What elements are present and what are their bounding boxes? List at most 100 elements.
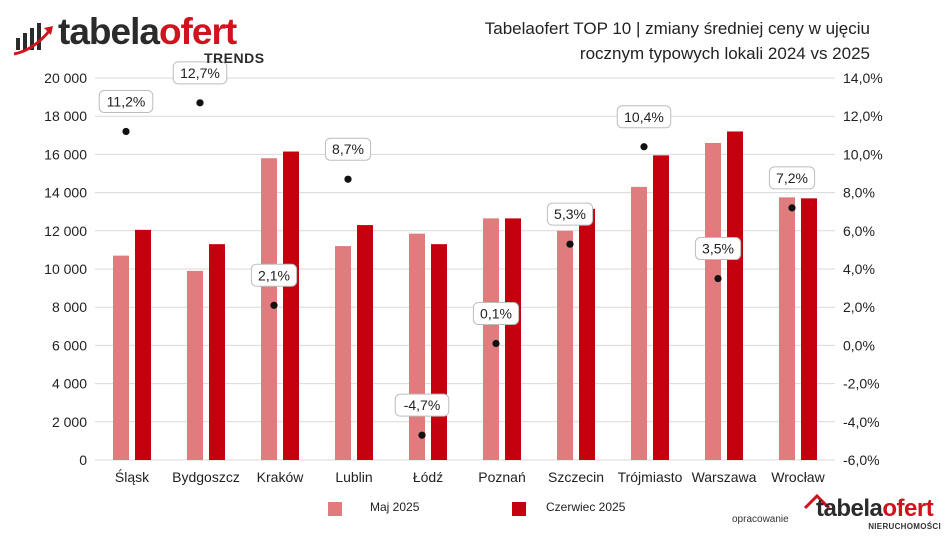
- change-label-box: [98, 89, 154, 113]
- bar-maj-2025: [779, 197, 795, 460]
- y-tick-left: 16 000: [44, 146, 87, 162]
- bar-maj-2025: [705, 142, 721, 460]
- bar-czerwiec-2025: [727, 131, 743, 461]
- x-tick-label: Bydgoszcz: [172, 469, 240, 485]
- y-tick-right: 4,0%: [843, 261, 875, 277]
- bar-maj-2025: [631, 186, 647, 460]
- x-tick-label: Kraków: [257, 469, 305, 485]
- bar-maj-2025: [187, 270, 203, 460]
- change-label-box: [172, 61, 228, 85]
- y-tick-left: 0: [79, 452, 87, 468]
- x-tick-label: Lublin: [335, 469, 372, 485]
- brand-wordmark-part1: tabela: [58, 11, 160, 52]
- change-label: -4,7%: [404, 397, 441, 413]
- change-label: 12,7%: [180, 65, 220, 81]
- change-label-box: [472, 301, 520, 325]
- y-tick-left: 8 000: [52, 299, 87, 315]
- x-tick-label: Trójmiasto: [618, 469, 683, 485]
- y-tick-right: 12,0%: [843, 108, 883, 124]
- y-tick-left: 14 000: [44, 185, 87, 201]
- bar-czerwiec-2025: [579, 208, 595, 460]
- brand-wordmark-part2: ofert: [158, 11, 237, 52]
- x-tick-label: Wrocław: [771, 469, 825, 485]
- bar-czerwiec-2025: [209, 244, 225, 460]
- brand-logo: tabelaofert TRENDS: [14, 10, 274, 70]
- y-tick-left: 10 000: [44, 261, 87, 277]
- credit-wordmark-part1: tabela: [816, 495, 883, 522]
- credit-logo-sub: NIERUCHOMOŚCI: [868, 522, 941, 531]
- y-tick-right: 2,0%: [843, 299, 875, 315]
- change-point: [418, 431, 426, 439]
- chart-title: Tabelaofert TOP 10 | zmiany średniej cen…: [410, 16, 870, 66]
- change-label: 3,5%: [702, 241, 734, 257]
- credit-label: opracowanie: [732, 514, 789, 525]
- y-tick-left: 2 000: [52, 414, 87, 430]
- change-label: 8,7%: [332, 141, 364, 157]
- house-roof-icon: [803, 493, 831, 510]
- bar-maj-2025: [335, 246, 351, 460]
- change-label-box: [768, 166, 816, 190]
- y-tick-right: -2,0%: [843, 376, 880, 392]
- x-tick-label: Szczecin: [548, 469, 604, 485]
- bar-maj-2025: [409, 233, 425, 460]
- bar-czerwiec-2025: [431, 244, 447, 460]
- bar-czerwiec-2025: [653, 155, 669, 461]
- change-label-box: [324, 137, 372, 161]
- change-label-box: [394, 393, 450, 417]
- y-tick-left: 18 000: [44, 108, 87, 124]
- legend-label-maj: Maj 2025: [370, 500, 420, 514]
- x-tick-label: Warszawa: [692, 469, 757, 485]
- bar-maj-2025: [483, 218, 499, 460]
- y-tick-right: -4,0%: [843, 414, 880, 430]
- x-tick-label: Śląsk: [115, 468, 150, 485]
- change-point: [714, 274, 722, 283]
- change-point: [566, 240, 574, 248]
- bar-maj-2025: [557, 230, 573, 460]
- bar-czerwiec-2025: [505, 218, 521, 460]
- change-label: 7,2%: [776, 170, 808, 186]
- bar-czerwiec-2025: [357, 225, 373, 460]
- chart-title-line2: rocznym typowych lokali 2024 vs 2025: [579, 44, 870, 63]
- y-tick-right: 6,0%: [843, 223, 875, 239]
- change-point: [122, 127, 130, 136]
- y-tick-right: 8,0%: [843, 185, 875, 201]
- brand-subtitle: TRENDS: [204, 50, 265, 66]
- change-label-box: [250, 263, 298, 287]
- bar-chart-arrow-icon: [14, 23, 53, 56]
- bar-czerwiec-2025: [283, 151, 299, 460]
- x-tick-label: Łódź: [413, 469, 443, 485]
- change-point: [492, 339, 500, 348]
- brand-wordmark: tabelaofert: [58, 11, 237, 52]
- y-tick-right: 10,0%: [843, 146, 883, 162]
- y-tick-left: 6 000: [52, 337, 87, 353]
- y-tick-right: -6,0%: [843, 452, 880, 468]
- y-tick-right: 0,0%: [843, 337, 875, 353]
- change-point: [270, 301, 278, 309]
- credit-wordmark-part2: ofert: [882, 495, 934, 522]
- change-point: [788, 204, 796, 212]
- y-tick-left: 12 000: [44, 223, 87, 239]
- legend-label-czerwiec: Czerwiec 2025: [546, 500, 626, 514]
- change-label-box: [694, 237, 742, 261]
- change-label: 11,2%: [107, 93, 146, 109]
- change-point: [344, 175, 352, 183]
- change-label-box: [546, 202, 594, 226]
- credit-logo: tabelaofert NIERUCHOMOŚCI: [800, 493, 945, 538]
- y-tick-left: 4 000: [52, 376, 87, 392]
- bar-czerwiec-2025: [135, 229, 151, 460]
- change-point: [196, 99, 204, 107]
- bar-czerwiec-2025: [801, 198, 817, 460]
- bar-maj-2025: [261, 158, 277, 460]
- change-label: 0,1%: [480, 305, 512, 321]
- legend-swatch-maj: [328, 502, 342, 516]
- change-label: 5,3%: [554, 206, 586, 222]
- legend-swatch-czerwiec: [512, 502, 526, 516]
- change-point: [640, 143, 648, 151]
- change-label: 10,4%: [624, 109, 664, 125]
- change-label-box: [616, 105, 672, 129]
- y-tick-left: 20 000: [44, 70, 87, 86]
- credit-wordmark: tabelaofert: [816, 495, 934, 522]
- x-tick-label: Poznań: [478, 469, 525, 485]
- change-label: 2,1%: [258, 267, 290, 283]
